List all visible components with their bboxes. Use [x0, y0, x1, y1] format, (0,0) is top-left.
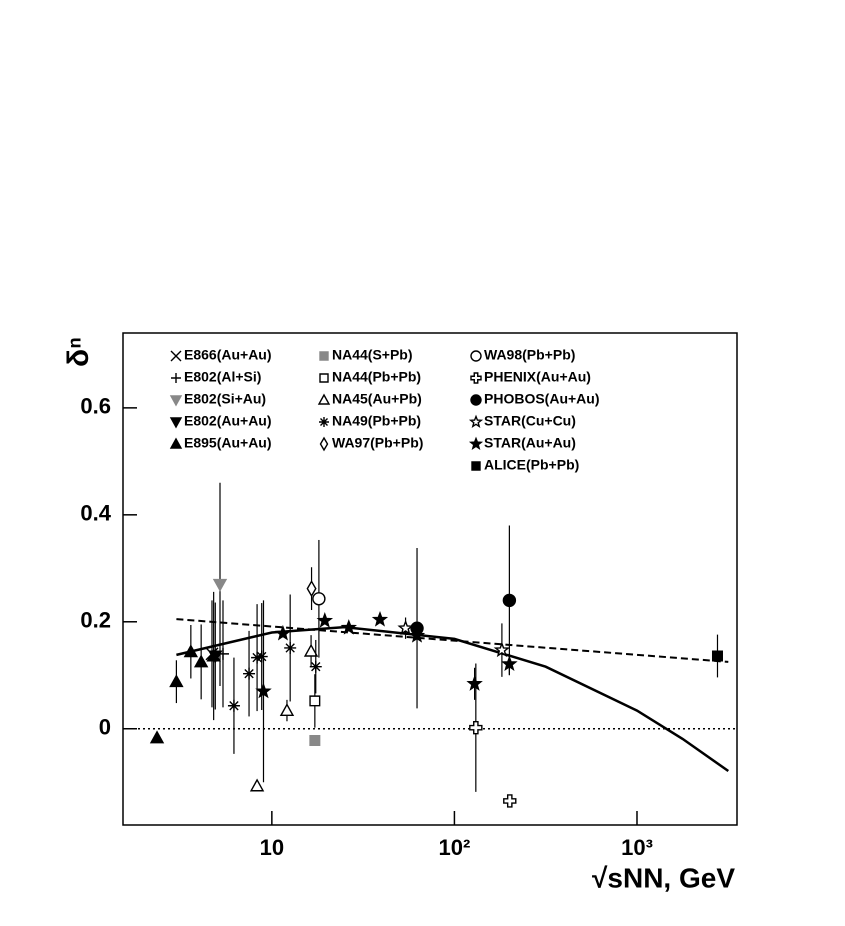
data-point — [212, 578, 228, 592]
data-point — [309, 695, 321, 707]
legend-label: STAR(Au+Au) — [484, 435, 576, 451]
legend-marker — [468, 436, 484, 450]
legend-label: WA98(Pb+Pb) — [484, 347, 575, 363]
legend-marker — [319, 436, 329, 452]
y-tick-label: 0.2 — [80, 608, 111, 633]
legend-label: NA44(S+Pb) — [332, 347, 413, 363]
data-point — [371, 611, 389, 627]
data-point — [340, 619, 357, 635]
legend-label: NA49(Pb+Pb) — [332, 413, 421, 429]
data-point — [274, 624, 292, 641]
fit-curve — [176, 625, 730, 773]
x-axis-label: √sNN, GeV — [592, 862, 735, 893]
data-point — [284, 641, 297, 654]
data-point — [503, 794, 517, 808]
data-point — [306, 580, 317, 598]
data-point — [493, 641, 511, 658]
data-point — [227, 699, 240, 712]
legend-marker — [170, 350, 182, 362]
data-point — [309, 735, 321, 747]
legend-marker — [169, 395, 183, 407]
legend-marker — [470, 372, 482, 384]
data-point — [312, 592, 326, 606]
legend-label: PHOBOS(Au+Au) — [484, 391, 600, 407]
legend-label: PHENIX(Au+Au) — [484, 369, 591, 385]
x-tick-label: 10³ — [621, 835, 653, 860]
data-point — [397, 619, 414, 636]
legend-label: E802(Al+Si) — [184, 369, 261, 385]
legend-marker — [471, 461, 481, 471]
plot-frame — [122, 332, 738, 826]
fit-curve — [176, 618, 729, 663]
legend-marker — [319, 351, 329, 361]
legend-marker — [319, 373, 329, 383]
legend-label: STAR(Cu+Cu) — [484, 413, 576, 429]
legend-marker — [470, 394, 482, 406]
legend-marker — [171, 373, 181, 383]
data-point — [206, 648, 221, 662]
legend-label: E802(Si+Au) — [184, 391, 266, 407]
data-point — [303, 643, 319, 657]
legend-marker — [169, 417, 183, 429]
legend-label: NA45(Au+Pb) — [332, 391, 422, 407]
x-tick-label: 10² — [439, 835, 471, 860]
y-tick-label: 0 — [99, 715, 111, 740]
data-point — [711, 650, 723, 662]
data-point — [149, 730, 165, 744]
legend-marker — [319, 417, 329, 427]
legend-label: E866(Au+Au) — [184, 347, 272, 363]
legend-label: NA44(Pb+Pb) — [332, 369, 421, 385]
data-point — [243, 667, 256, 680]
legend-marker — [169, 437, 183, 449]
data-point — [255, 682, 272, 699]
legend-label: E895(Au+Au) — [184, 435, 272, 451]
legend-label: WA97(Pb+Pb) — [332, 435, 423, 451]
data-point — [193, 654, 209, 668]
data-point — [501, 655, 518, 672]
data-point — [279, 703, 295, 717]
data-point — [466, 675, 483, 691]
legend-marker — [317, 393, 331, 405]
legend-marker — [468, 414, 484, 428]
data-point — [408, 627, 426, 643]
x-tick-label: 10 — [260, 835, 284, 860]
y-tick-label: 0.6 — [80, 394, 111, 419]
data-point — [502, 593, 517, 608]
data-point — [309, 660, 322, 673]
data-point — [169, 674, 184, 688]
legend-label: ALICE(Pb+Pb) — [484, 457, 579, 473]
data-point — [255, 650, 268, 663]
data-point — [469, 720, 483, 735]
data-point — [251, 651, 264, 664]
data-point — [316, 612, 334, 628]
y-tick-label: 0.4 — [80, 501, 111, 526]
data-point — [249, 778, 265, 792]
y-axis-label: δⁿ — [62, 337, 95, 367]
data-point — [183, 644, 199, 658]
legend-marker — [470, 350, 482, 362]
legend-label: E802(Au+Au) — [184, 413, 272, 429]
